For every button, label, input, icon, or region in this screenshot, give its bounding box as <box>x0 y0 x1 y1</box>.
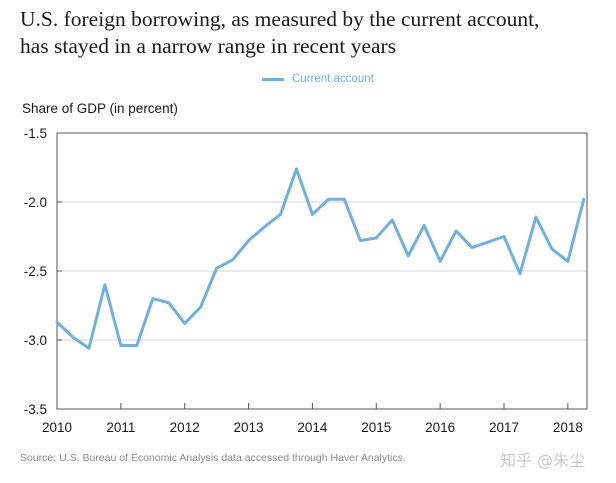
chart-title-line-1: U.S. foreign borrowing, as measured by t… <box>20 7 540 31</box>
legend-swatch-current-account <box>262 77 284 81</box>
chart-title-line-2: has stayed in a narrow range in recent y… <box>20 34 397 58</box>
legend-label-current-account: Current account <box>292 73 374 85</box>
chart-legend: Current account <box>262 71 374 87</box>
x-tick-label-1: 2011 <box>106 420 135 435</box>
y-axis-label: Share of GDP (in percent) <box>22 101 178 116</box>
y-tick-label-3: -3.0 <box>24 333 47 348</box>
y-tick-label-4: -3.5 <box>24 402 47 417</box>
chart-title: U.S. foreign borrowing, as measured by t… <box>20 6 610 60</box>
x-tick-label-7: 2017 <box>489 420 519 435</box>
x-tick-label-4: 2014 <box>297 420 328 435</box>
watermark: 知乎 @朱尘 <box>500 451 586 470</box>
x-tick-label-0: 2010 <box>42 420 72 435</box>
y-tick-label-1: -2.0 <box>24 195 47 210</box>
x-tick-label-6: 2016 <box>425 420 455 435</box>
y-tick-label-2: -2.5 <box>24 264 47 279</box>
x-tick-label-5: 2015 <box>361 420 391 435</box>
x-tick-label-3: 2013 <box>234 420 264 435</box>
source-note: Source: U.S. Bureau of Economic Analysis… <box>20 452 406 464</box>
x-tick-label-2: 2012 <box>170 420 200 435</box>
x-tick-label-8: 2018 <box>553 420 583 435</box>
y-tick-label-0: -1.5 <box>24 126 47 141</box>
series-line-current-account <box>55 167 586 350</box>
